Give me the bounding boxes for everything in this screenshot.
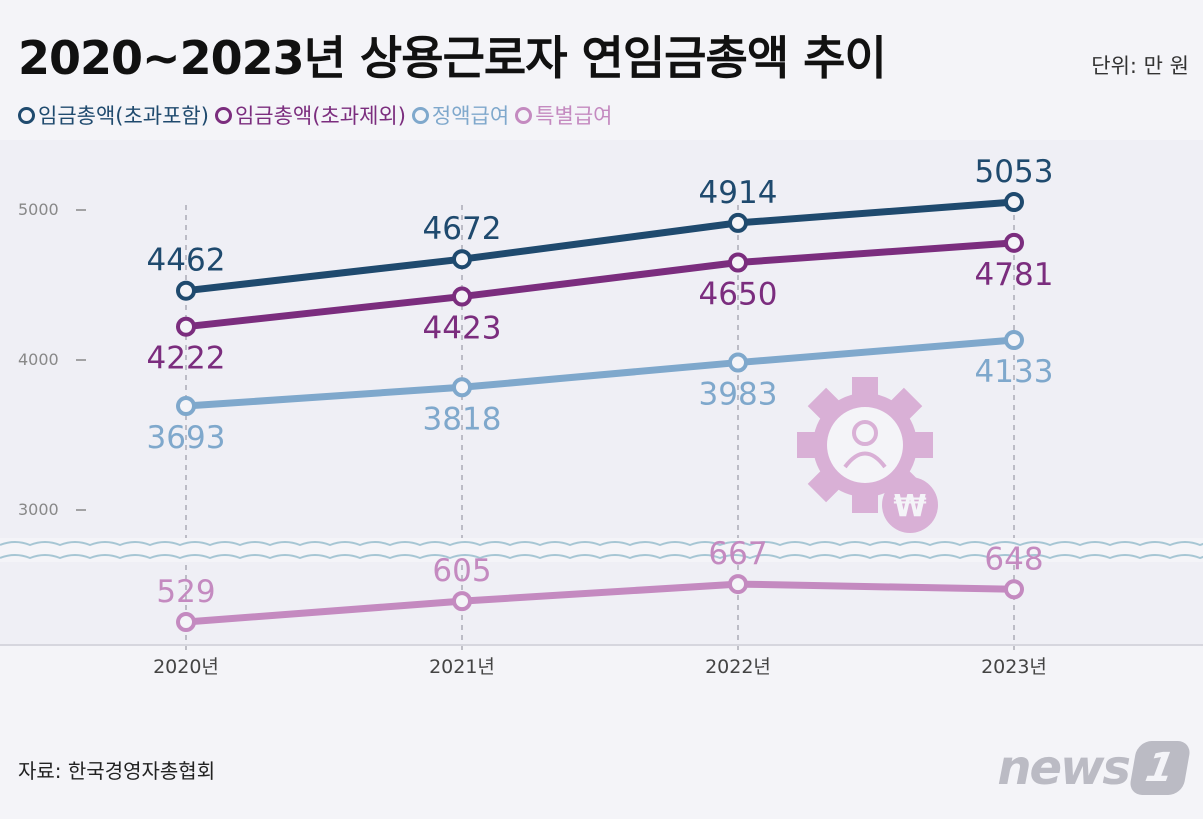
data-label: 3983	[699, 377, 778, 413]
y-tick-label: 4000	[18, 350, 59, 369]
data-label: 3818	[423, 401, 502, 437]
gear-tooth	[888, 387, 923, 422]
legend-label: 임금총액(초과제외)	[234, 104, 406, 128]
x-tick-label: 2020년	[153, 656, 219, 678]
data-point	[728, 212, 748, 233]
person-body	[843, 451, 887, 469]
data-point	[452, 377, 472, 398]
unit-label: 단위: 만 원	[1091, 54, 1189, 78]
data-label: 5053	[975, 154, 1054, 190]
data-label: 4423	[423, 311, 502, 347]
data-label: 4781	[975, 257, 1054, 293]
legend-label: 특별급여	[535, 104, 613, 128]
logo-text: news	[997, 740, 1131, 796]
chart-title: 2020~2023년 상용근로자 연임금총액 추이	[18, 31, 887, 85]
gear-tooth	[807, 387, 842, 422]
data-label: 648	[984, 541, 1043, 577]
series-line	[185, 336, 1015, 410]
axis-break-wave	[0, 554, 1203, 560]
legend-marker-icon	[411, 106, 429, 124]
data-point	[1004, 232, 1024, 253]
person-head	[852, 420, 878, 446]
data-point	[176, 316, 196, 337]
data-point	[452, 286, 472, 307]
data-point	[728, 352, 748, 373]
data-point	[1004, 579, 1024, 600]
axis-break	[0, 538, 1203, 562]
x-tick-label: 2021년	[429, 656, 495, 678]
data-label: 4462	[147, 243, 226, 279]
y-tick-label: 3000	[18, 500, 59, 519]
legend-marker-icon	[515, 106, 533, 124]
data-point	[176, 396, 196, 417]
data-label: 4672	[423, 211, 502, 247]
legend-marker-icon	[18, 106, 35, 124]
data-point	[1004, 330, 1024, 351]
legend: 임금총액(초과포함) 임금총액(초과제외) 정액급여 특별급여	[18, 100, 612, 130]
series-line	[185, 198, 1015, 295]
data-label: 605	[432, 553, 491, 589]
legend-label: 정액급여	[431, 104, 510, 128]
series-line	[185, 580, 1015, 626]
x-tick-label: 2023년	[981, 656, 1047, 678]
gear-person-won-icon: ₩	[797, 377, 938, 533]
y-tick-label: 5000	[18, 200, 59, 219]
data-point	[176, 612, 196, 633]
legend-item: 정액급여	[411, 100, 510, 130]
series-line	[185, 239, 1015, 331]
data-label: 4914	[699, 175, 778, 211]
legend-label: 임금총액(초과포함)	[38, 104, 209, 128]
x-tick-label: 2022년	[705, 656, 771, 678]
data-label: 4133	[975, 354, 1054, 390]
won-coin	[882, 477, 938, 533]
legend-marker-icon	[214, 106, 232, 124]
news1-logo: news 1	[997, 740, 1192, 796]
data-label: 3693	[147, 420, 226, 456]
gear-tooth	[807, 468, 842, 503]
source-label: 자료: 한국경영자총협회	[18, 759, 216, 783]
data-point	[176, 280, 196, 301]
legend-item: 임금총액(초과포함)	[18, 100, 209, 130]
won-symbol: ₩	[893, 489, 926, 524]
legend-item: 특별급여	[515, 100, 612, 130]
logo-badge: 1	[1128, 741, 1192, 795]
legend-item: 임금총액(초과제외)	[214, 100, 406, 130]
data-label: 4222	[147, 341, 226, 377]
axis-break-wave	[0, 541, 1203, 547]
data-point	[452, 249, 472, 270]
data-point	[728, 574, 748, 595]
data-point	[728, 252, 748, 273]
data-label: 4650	[699, 277, 778, 313]
data-label: 529	[156, 574, 215, 610]
data-point	[452, 591, 472, 612]
data-label: 667	[708, 536, 767, 572]
data-point	[1004, 192, 1024, 213]
